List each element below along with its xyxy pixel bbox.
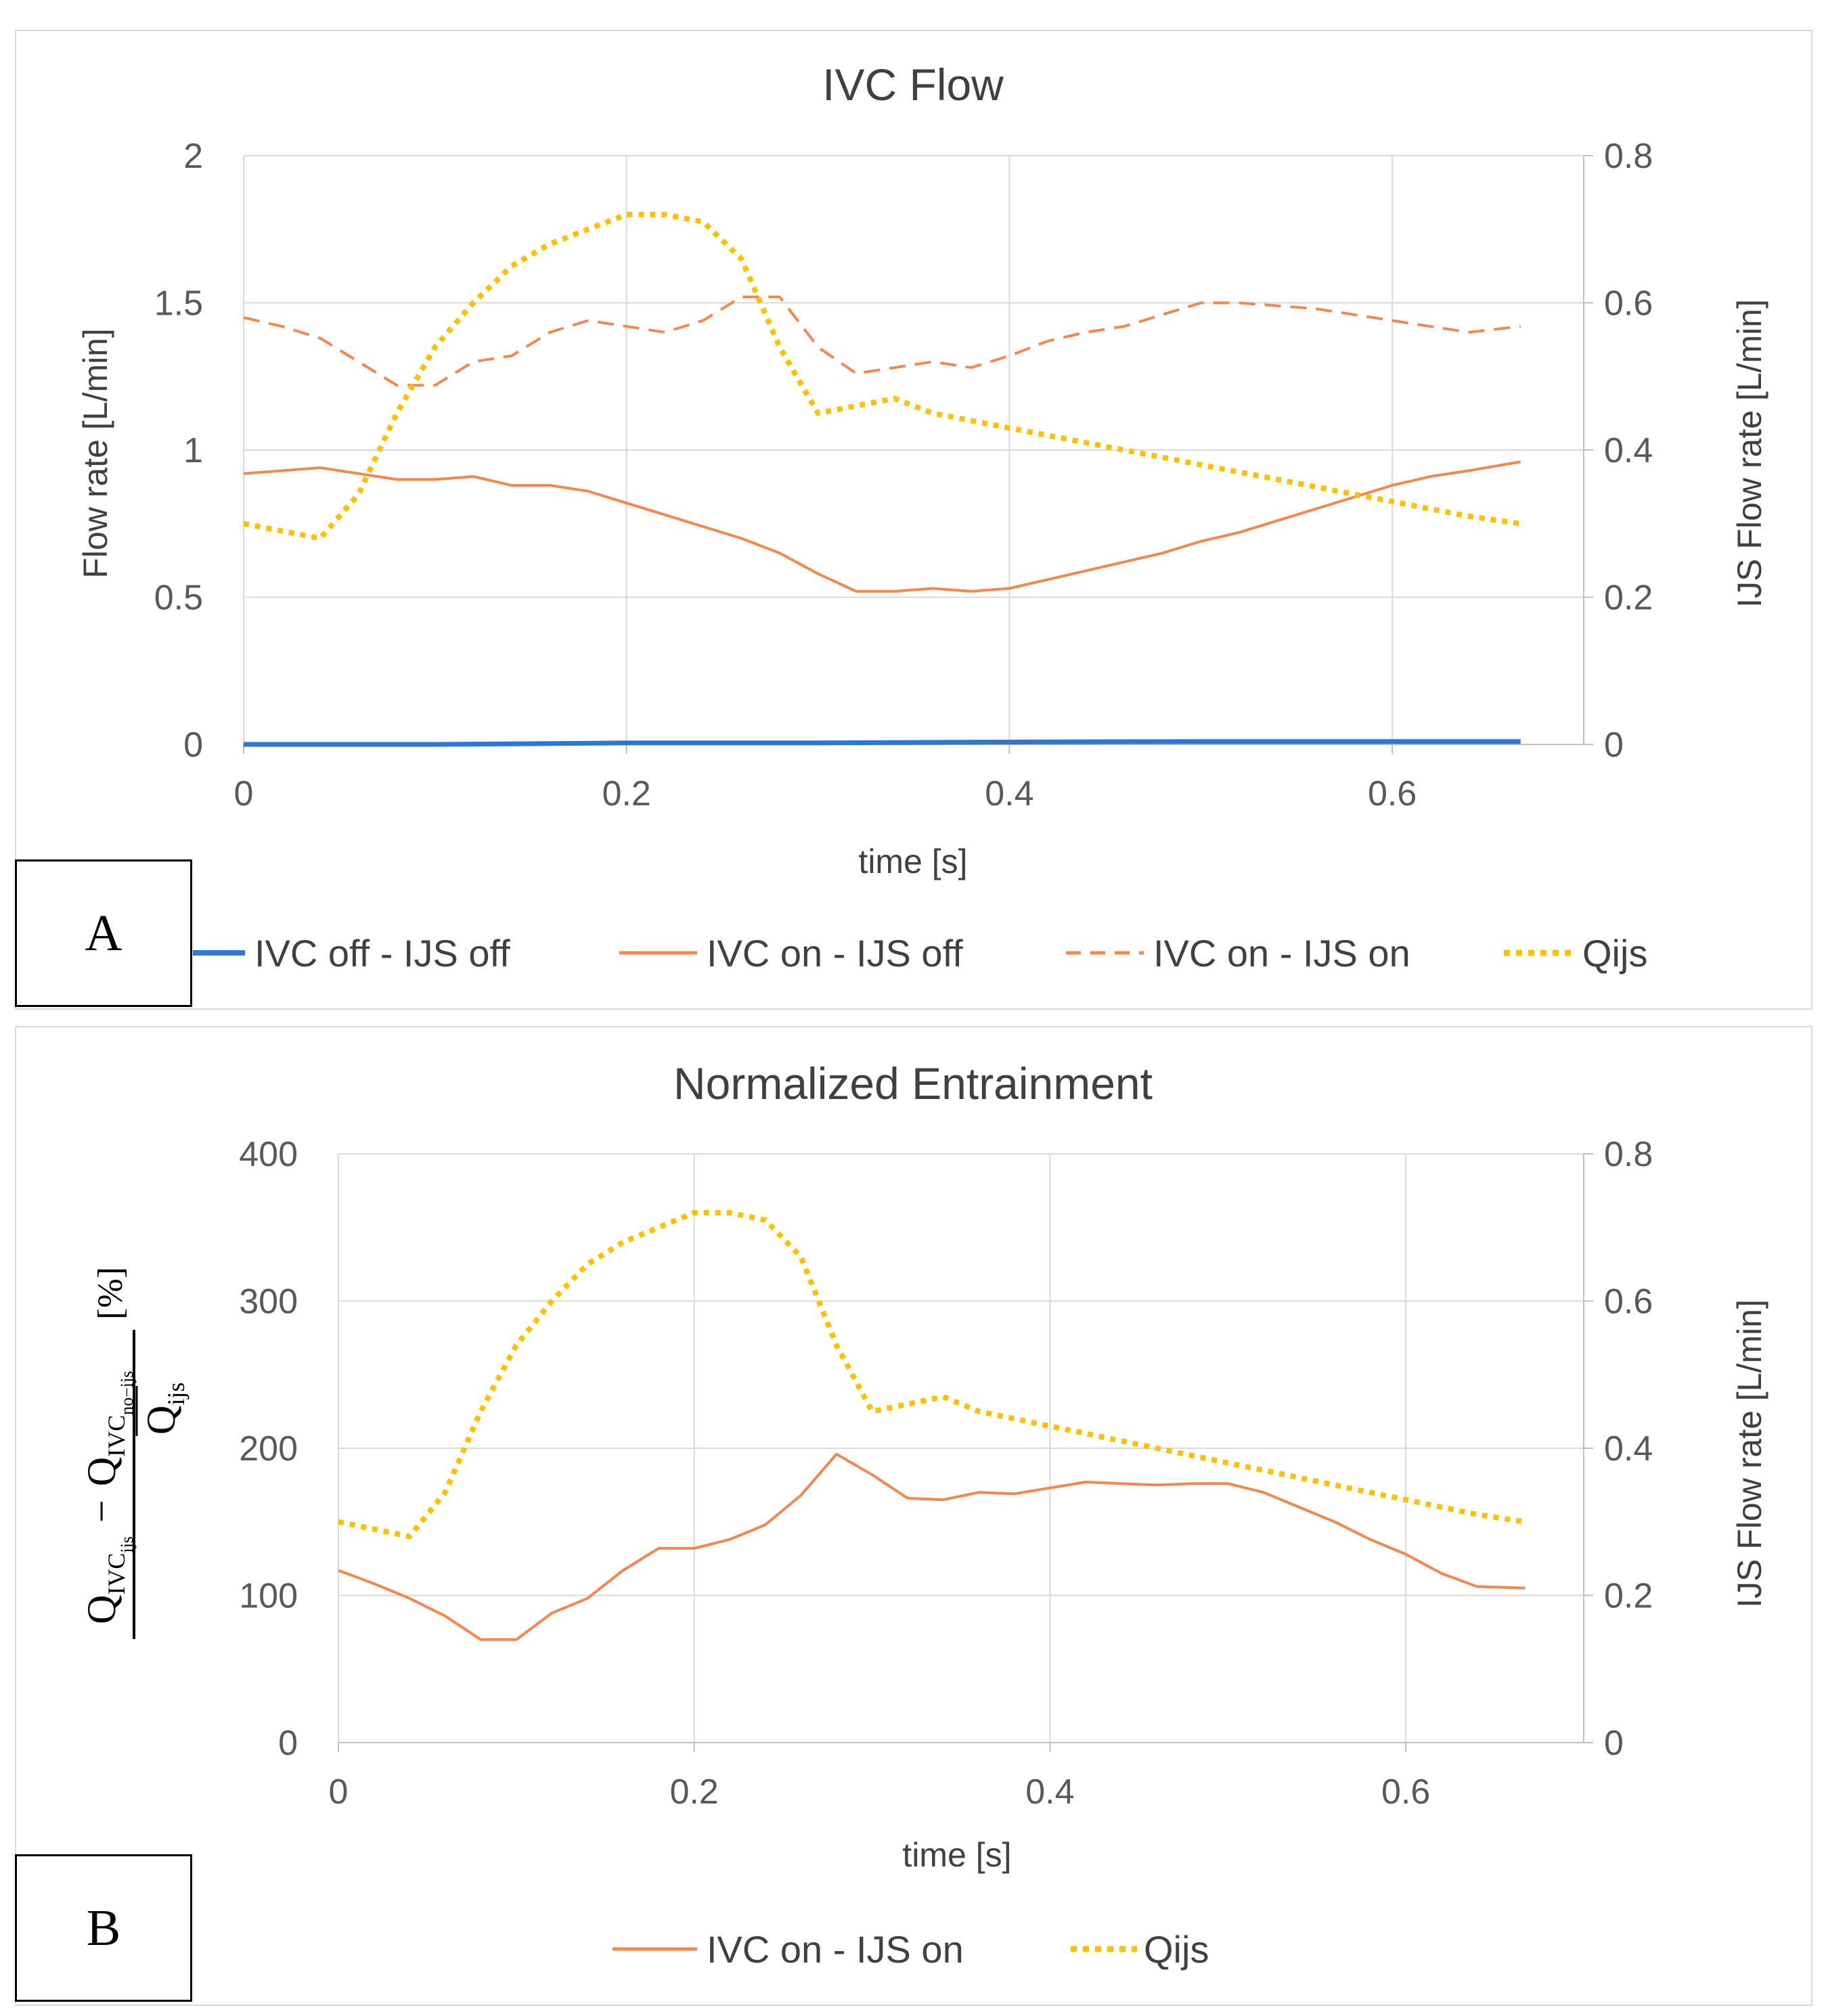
y2-tick-label: 0.6 (1604, 284, 1653, 323)
legend-label-ivc-on-ijs-off: IVC on - IJS off (707, 932, 963, 975)
series-line-ivc-on-ijs-on (338, 1452, 1526, 1641)
y-tick-label: 0.5 (154, 579, 203, 618)
chart-b-x-ticks: 0 0.2 0.4 0.6 (329, 1772, 1431, 1812)
series-line-ivc-on-ijs-on (243, 295, 1521, 387)
panel-b-chart: Normalized Entrainment 0 100 200 300 400 0 0.… (79, 1058, 1768, 1971)
y2-tick-label: 0.2 (1604, 579, 1653, 618)
chart-a-x-ticks: 0 0.2 0.4 0.6 (234, 774, 1417, 813)
y-tick-label: 0 (278, 1724, 298, 1763)
panel-a-chart: IVC Flow 0 0.5 1 1.5 2 0 0.2 0.4 0.6 0.8 0 0.2 0.4… (76, 60, 1768, 975)
y-tick-label: 400 (239, 1135, 298, 1174)
x-tick-label: 0.2 (602, 774, 651, 813)
y2-tick-label: 0 (1604, 1724, 1624, 1763)
y2-tick-label: 0.8 (1604, 1135, 1653, 1174)
svg-text:QIVCijs−QIVCno−ijs: QIVCijs−QIVCno−ijs (79, 1371, 137, 1624)
y-tick-label: 100 (239, 1577, 298, 1616)
y-tick-label: 1.5 (154, 284, 203, 323)
chart-b-y2-axis-label: IJS Flow rate [L/min] (1731, 1299, 1768, 1608)
x-tick-label: 0.4 (1025, 1772, 1074, 1812)
legend-label-qijs: Qijs (1582, 932, 1647, 975)
y-tick-label: 1 (183, 431, 203, 470)
chart-a-y-axis-label: Flow rate [L/min] (76, 328, 114, 579)
chart-b-axes (338, 1153, 1593, 1752)
y-tick-label: 300 (239, 1282, 298, 1322)
chart-a-x-axis-label: time [s] (858, 843, 967, 880)
series-line-ivc-on-ijs-off (243, 460, 1521, 593)
chart-b-grid (338, 1153, 1584, 1743)
x-tick-label: 0 (234, 774, 254, 813)
x-tick-label: 0.6 (1368, 774, 1417, 813)
chart-b-x-axis-label: time [s] (902, 1836, 1011, 1874)
ylabel-qijs-sub: ijs (162, 1383, 190, 1406)
y2-tick-label: 0.8 (1604, 137, 1653, 176)
legend-label-ivc-off-ijs-off: IVC off - IJS off (254, 932, 510, 975)
series-line-ivc-off-ijs-off (244, 739, 1521, 747)
chart-b-y2-ticks: 0 0.2 0.4 0.6 0.8 (1604, 1135, 1653, 1763)
x-tick-label: 0.2 (670, 1772, 719, 1812)
chart-a-axes (243, 155, 1593, 754)
legend-label-ivc-on-ijs-on: IVC on - IJS on (1153, 932, 1410, 975)
ylabel-q2: Q (79, 1457, 124, 1486)
chart-a-y2-axis-label: IJS Flow rate [L/min] (1731, 299, 1768, 608)
ylabel-ivc2: IVC (103, 1415, 130, 1457)
chart-b-y-ticks: 0 100 200 300 400 (239, 1135, 298, 1763)
ylabel-q: Q (79, 1595, 124, 1624)
chart-b-y-axis-label: QIVCijs−QIVCno−ijs Qijs [%] (79, 1267, 190, 1639)
ylabel-unit: [%] (91, 1267, 130, 1320)
ylabel-ivc: IVC (103, 1553, 130, 1595)
x-tick-label: 0 (329, 1772, 349, 1812)
series-line-qijs (243, 212, 1521, 541)
panel-a-frame (15, 30, 1812, 1010)
panel-b-frame (15, 1026, 1812, 2006)
chart-b-series (338, 1210, 1526, 1641)
y2-tick-label: 0 (1604, 725, 1624, 765)
legend-b-label-ivc-on-ijs-on: IVC on - IJS on (707, 1928, 964, 1971)
y2-tick-label: 0.4 (1604, 431, 1653, 470)
chart-a-legend: IVC off - IJS off IVC on - IJS off IVC o… (193, 932, 1647, 975)
chart-b-legend: IVC on - IJS on Qijs (613, 1928, 1209, 1971)
legend-b-label-qijs: Qijs (1144, 1928, 1209, 1971)
ylabel-qijs: Q (139, 1406, 183, 1435)
chart-a-series (243, 212, 1521, 747)
panel-b-label: B (15, 1854, 192, 2002)
y2-tick-label: 0.4 (1604, 1429, 1653, 1469)
y-tick-label: 0 (183, 725, 203, 765)
series-line-qijs (338, 1210, 1526, 1540)
chart-a-title: IVC Flow (822, 60, 1004, 110)
svg-text:Qijs: Qijs (139, 1383, 190, 1435)
ylabel-minus: − (79, 1500, 124, 1523)
chart-b-title: Normalized Entrainment (673, 1058, 1153, 1108)
chart-a-y2-ticks: 0 0.2 0.4 0.6 0.8 (1604, 137, 1653, 765)
y-tick-label: 2 (183, 137, 203, 176)
y2-tick-label: 0.2 (1604, 1577, 1653, 1616)
x-tick-label: 0.4 (985, 774, 1033, 813)
chart-a-y-ticks: 0 0.5 1 1.5 2 (154, 137, 203, 765)
chart-a-grid (244, 155, 1584, 744)
x-tick-label: 0.6 (1381, 1772, 1430, 1812)
y-tick-label: 200 (239, 1429, 298, 1469)
y2-tick-label: 0.6 (1604, 1282, 1653, 1322)
panel-a-label: A (15, 859, 192, 1007)
